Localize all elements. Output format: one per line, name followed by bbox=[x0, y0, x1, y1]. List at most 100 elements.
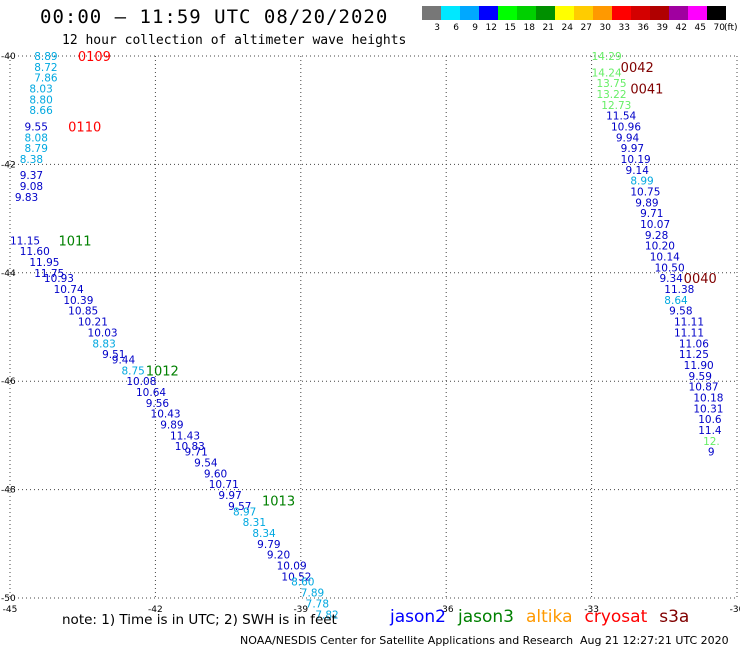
colorbar-tick-label: 27 bbox=[581, 23, 592, 33]
colorbar-swatch bbox=[669, 6, 688, 20]
track-time-label: 0109 bbox=[78, 50, 111, 65]
colorbar-swatch bbox=[593, 6, 612, 20]
legend-item-s3a: s3a bbox=[659, 607, 690, 627]
y-tick-label: -42 bbox=[1, 160, 16, 170]
wave-height-point: 9.08 bbox=[20, 181, 43, 193]
wave-height-point: 13.22 bbox=[596, 89, 626, 101]
legend-item-jason2: jason2 bbox=[390, 607, 446, 627]
x-tick-label: -30 bbox=[730, 605, 740, 615]
wave-height-point: 9.57 bbox=[228, 501, 251, 513]
wave-height-point: 11.11 bbox=[674, 317, 704, 329]
wave-height-point: 10.71 bbox=[209, 479, 239, 491]
wave-height-point: 10.85 bbox=[68, 306, 98, 318]
colorbar-tick-label: 12 bbox=[486, 23, 497, 33]
track-time-label: 0042 bbox=[621, 61, 654, 76]
wave-height-point: 10.18 bbox=[693, 392, 723, 404]
wave-height-point: 10.52 bbox=[281, 571, 311, 583]
y-tick-label: -48 bbox=[1, 486, 16, 496]
colorbar-tick-label: 42 bbox=[676, 23, 687, 33]
colorbar-swatch bbox=[479, 6, 498, 20]
wave-height-point: 9.89 bbox=[635, 197, 658, 209]
generated-timestamp: Aug 21 12:27:21 UTC 2020 bbox=[580, 634, 729, 647]
track-time-label: 0040 bbox=[684, 272, 717, 287]
wave-height-point: 8.34 bbox=[252, 528, 276, 540]
wave-height-point: 9.89 bbox=[160, 420, 183, 432]
wave-height-point: 8.03 bbox=[29, 84, 52, 96]
colorbar-tick-label: 24 bbox=[562, 23, 574, 33]
wave-height-point: 10.08 bbox=[126, 376, 156, 388]
wave-height-point: 9.55 bbox=[25, 121, 48, 133]
wave-height-point: 10.03 bbox=[88, 327, 118, 339]
wave-height-point: 7.78 bbox=[306, 598, 329, 610]
track-time-label: 0041 bbox=[630, 83, 663, 98]
wave-height-point: 9.28 bbox=[645, 230, 668, 242]
colorbar-swatch bbox=[517, 6, 536, 20]
colorbar-swatch bbox=[555, 6, 574, 20]
wave-height-point: 9.94 bbox=[616, 132, 640, 144]
wave-height-point: 13.75 bbox=[596, 78, 626, 90]
wave-height-point: 8.97 bbox=[233, 506, 256, 518]
colorbar-tick-label: 18 bbox=[524, 23, 536, 33]
wave-height-point: 9.51 bbox=[102, 349, 125, 361]
y-tick-label: -50 bbox=[1, 594, 16, 604]
wave-height-point: 10.96 bbox=[611, 121, 641, 133]
satellite-legend: jason2 jason3 altika cryosat s3a bbox=[390, 607, 701, 627]
x-tick-label: -39 bbox=[293, 605, 308, 615]
colorbar-swatch bbox=[650, 6, 669, 20]
chart-subtitle: 12 hour collection of altimeter wave hei… bbox=[62, 33, 407, 48]
y-tick-label: -40 bbox=[1, 52, 16, 62]
y-tick-label: -46 bbox=[1, 377, 16, 387]
colorbar-swatch bbox=[422, 6, 441, 20]
x-tick-label: -36 bbox=[439, 605, 454, 615]
wave-height-point: 12.73 bbox=[601, 100, 631, 112]
wave-height-point: 10.87 bbox=[689, 382, 719, 394]
colorbar-swatch bbox=[460, 6, 479, 20]
wave-height-point: 8.60 bbox=[291, 577, 314, 589]
wave-height-point: 11.90 bbox=[684, 360, 714, 372]
track-time-label: 1013 bbox=[262, 494, 295, 509]
colorbar-swatch bbox=[707, 6, 726, 20]
wave-height-point: 10.21 bbox=[78, 317, 108, 329]
colorbar-tick-label: 45 bbox=[695, 23, 706, 33]
legend-item-cryosat: cryosat bbox=[584, 607, 648, 627]
wave-height-point: 10.75 bbox=[630, 187, 660, 199]
colorbar-tick-label: 33 bbox=[619, 23, 630, 33]
wave-height-point: 8.38 bbox=[20, 154, 43, 166]
track-labels: 0109 0110 1011 1012 1013 0042 0041 0040 bbox=[58, 50, 716, 509]
wave-height-point: 11.4 bbox=[698, 425, 722, 437]
wave-height-point: 8.99 bbox=[630, 176, 653, 188]
wave-height-point: 9.58 bbox=[669, 306, 692, 318]
footnote: note: 1) Time is in UTC; 2) SWH is in fe… bbox=[62, 612, 337, 628]
legend-item-jason3: jason3 bbox=[458, 607, 514, 627]
wave-height-point: 10.74 bbox=[54, 284, 84, 296]
wave-height-point: 8.80 bbox=[29, 94, 52, 106]
colorbar-tick-label: 36 bbox=[638, 23, 650, 33]
wave-height-point: 10.31 bbox=[693, 403, 723, 415]
x-tick-label: -45 bbox=[3, 605, 18, 615]
x-tick-label: -33 bbox=[584, 605, 599, 615]
colorbar-tick-label: 70 bbox=[714, 23, 726, 33]
wave-height-point: 9.71 bbox=[184, 447, 207, 459]
wave-height-point: 10.14 bbox=[650, 252, 680, 264]
wave-height-point: 10.07 bbox=[640, 219, 670, 231]
wave-height-point: 10.43 bbox=[151, 409, 181, 421]
wave-height-point: 11.43 bbox=[170, 430, 200, 442]
axis-ticks: -45 -42 -39 -36 -33 -30 -50 -48 -46 -44 -42 -40 bbox=[1, 52, 740, 615]
colorbar-tick-label: 6 bbox=[453, 23, 459, 33]
colorbar-swatch bbox=[574, 6, 593, 20]
colorbar-tick-label: 3 bbox=[434, 23, 440, 33]
wave-height-point: 9.14 bbox=[626, 165, 650, 177]
wave-height-point: 11.38 bbox=[664, 284, 694, 296]
wave-height-point: 9.37 bbox=[20, 170, 43, 182]
wave-height-point: 7.86 bbox=[34, 73, 58, 85]
wave-height-point: 9.60 bbox=[204, 468, 227, 480]
wave-height-point: 9.54 bbox=[194, 458, 218, 470]
wave-height-point: 11.54 bbox=[606, 111, 636, 123]
wave-height-point: 9.56 bbox=[146, 398, 170, 410]
wave-height-point: 14.29 bbox=[592, 51, 622, 63]
colorbar-tick-label: 9 bbox=[472, 23, 478, 33]
track-time-label: 0110 bbox=[68, 120, 101, 135]
wave-height-point: 10.83 bbox=[175, 441, 205, 453]
wave-height-point: 10.50 bbox=[655, 262, 685, 274]
colorbar-tick-label: 15 bbox=[505, 23, 516, 33]
